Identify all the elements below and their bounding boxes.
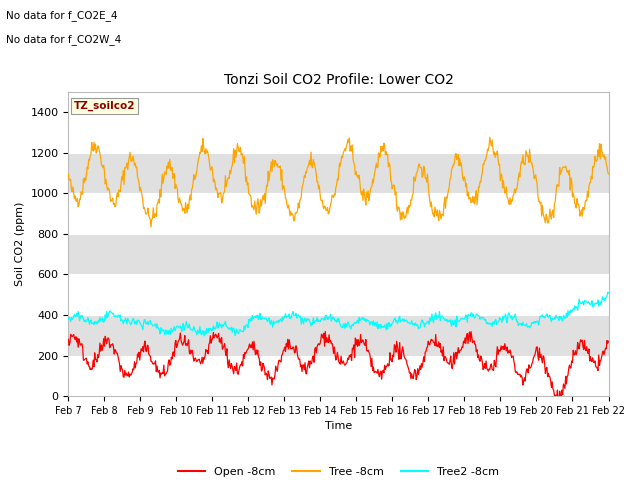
Bar <box>68 315 609 356</box>
Bar <box>68 234 609 275</box>
Legend: Open -8cm, Tree -8cm, Tree2 -8cm: Open -8cm, Tree -8cm, Tree2 -8cm <box>173 463 504 480</box>
Bar <box>68 153 609 193</box>
Y-axis label: Soil CO2 (ppm): Soil CO2 (ppm) <box>15 202 25 286</box>
Text: TZ_soilco2: TZ_soilco2 <box>74 101 135 111</box>
Title: Tonzi Soil CO2 Profile: Lower CO2: Tonzi Soil CO2 Profile: Lower CO2 <box>223 72 453 86</box>
Text: No data for f_CO2E_4: No data for f_CO2E_4 <box>6 10 118 21</box>
X-axis label: Time: Time <box>325 421 352 432</box>
Text: No data for f_CO2W_4: No data for f_CO2W_4 <box>6 34 122 45</box>
